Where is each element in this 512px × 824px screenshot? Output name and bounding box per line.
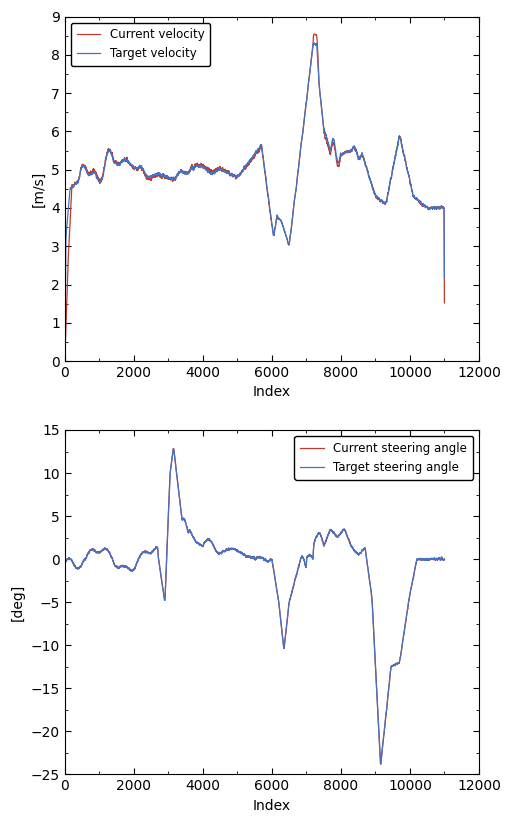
Target steering angle	[170, 443, 177, 453]
Target steering angle	[62, 557, 68, 567]
Y-axis label: [deg]: [deg]	[11, 583, 25, 620]
Current steering angle	[229, 544, 236, 554]
Target velocity	[352, 145, 358, 155]
Line: Target velocity: Target velocity	[65, 43, 444, 352]
Target velocity	[311, 38, 317, 48]
Target steering angle	[83, 554, 89, 564]
Y-axis label: [m/s]: [m/s]	[31, 171, 46, 207]
Current steering angle	[367, 577, 373, 587]
Current steering angle	[377, 759, 383, 769]
Current steering angle	[441, 555, 447, 564]
Current velocity	[367, 173, 373, 183]
Target steering angle	[352, 547, 358, 557]
Line: Current velocity: Current velocity	[65, 34, 444, 359]
Current steering angle	[280, 636, 286, 646]
Current velocity	[441, 298, 447, 308]
Legend: Current steering angle, Target steering angle: Current steering angle, Target steering …	[294, 436, 473, 480]
Legend: Current velocity, Target velocity: Current velocity, Target velocity	[71, 22, 210, 66]
X-axis label: Index: Index	[253, 799, 291, 813]
Current velocity	[229, 171, 236, 180]
Target velocity	[62, 347, 68, 357]
Target velocity	[441, 273, 447, 283]
Current velocity	[62, 354, 68, 364]
Target velocity	[280, 222, 286, 232]
Current steering angle	[352, 546, 358, 556]
Current steering angle	[83, 554, 89, 564]
Target steering angle	[229, 544, 236, 554]
Current velocity	[280, 222, 286, 232]
Line: Target steering angle: Target steering angle	[65, 448, 444, 764]
Target steering angle	[441, 555, 447, 564]
Target steering angle	[367, 577, 373, 587]
Target steering angle	[377, 759, 383, 769]
Current velocity	[370, 185, 376, 194]
Target steering angle	[280, 637, 286, 647]
Target steering angle	[370, 618, 376, 628]
Target velocity	[367, 174, 373, 184]
Target velocity	[83, 164, 89, 174]
Current steering angle	[62, 555, 68, 565]
Current velocity	[311, 29, 317, 39]
Target velocity	[370, 185, 376, 194]
Target velocity	[229, 171, 236, 180]
Line: Current steering angle: Current steering angle	[65, 448, 444, 764]
Current steering angle	[370, 617, 376, 627]
Current steering angle	[170, 443, 177, 453]
Current velocity	[83, 163, 89, 173]
X-axis label: Index: Index	[253, 386, 291, 400]
Current velocity	[352, 145, 358, 155]
